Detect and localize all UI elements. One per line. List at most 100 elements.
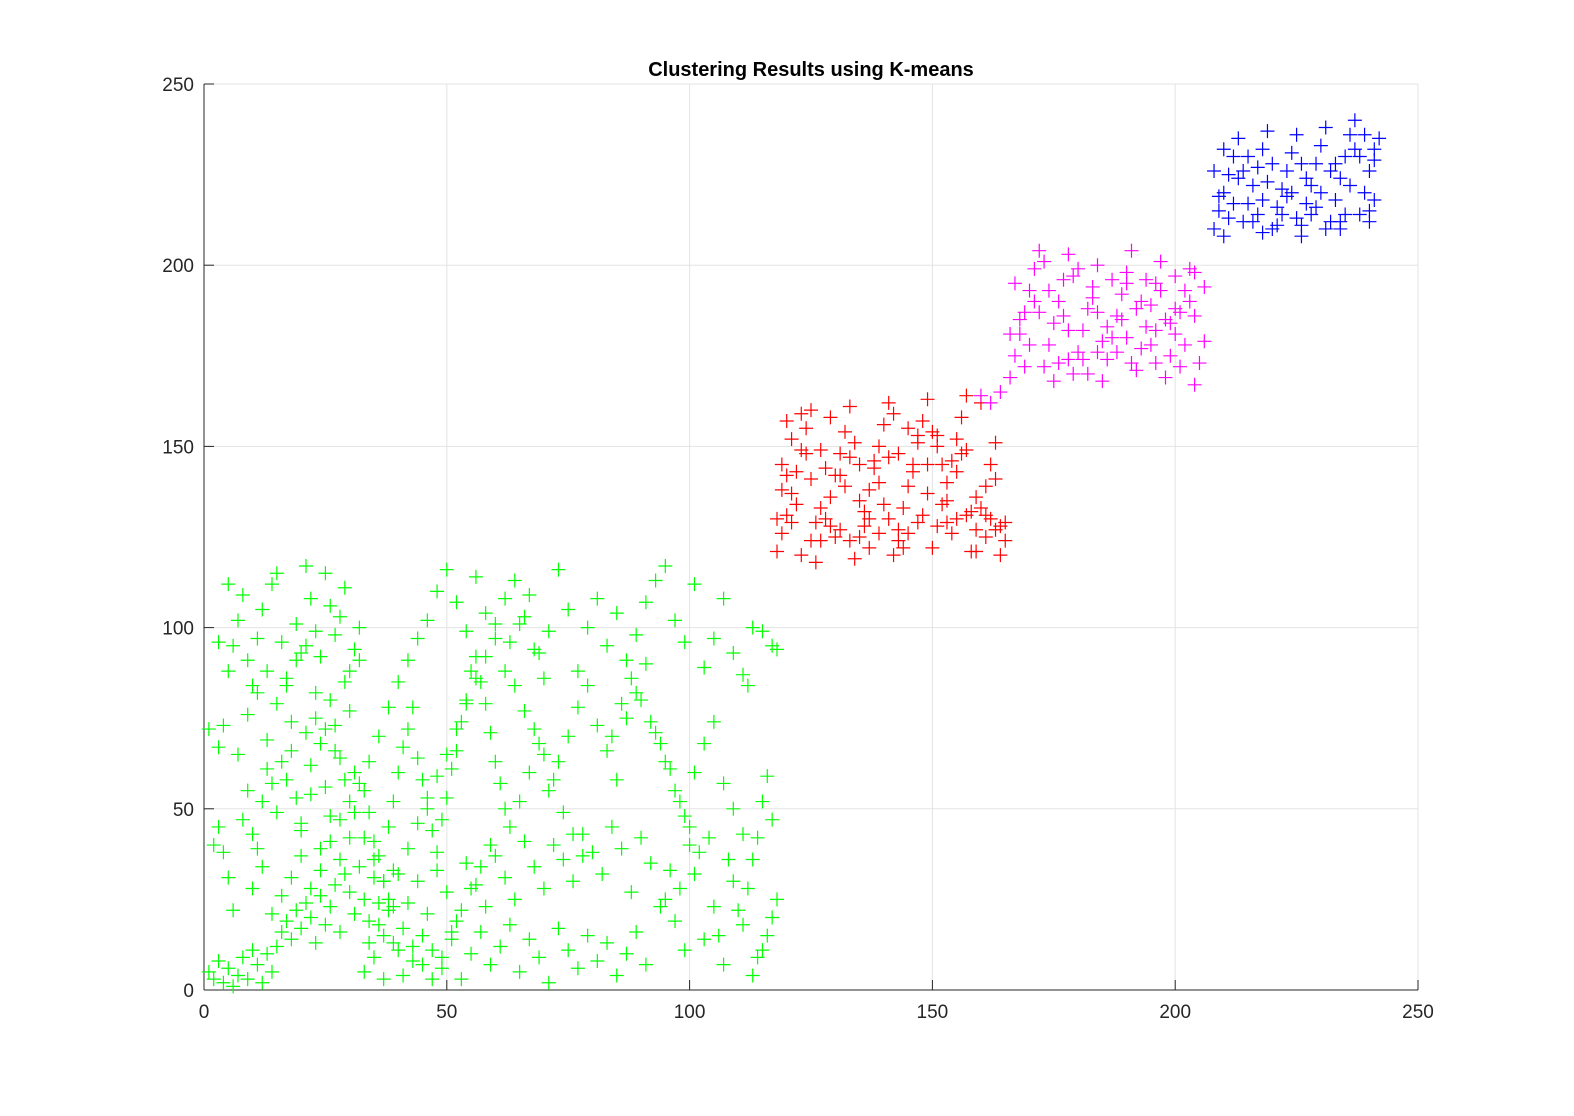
data-point [415,928,430,943]
data-point [896,540,911,555]
data-point [206,972,221,987]
data-point [318,722,333,737]
data-point [1260,174,1275,189]
data-point [1012,312,1027,327]
data-point [318,917,333,932]
data-point [493,939,508,954]
data-point [1071,345,1086,360]
data-point [1343,127,1358,142]
data-point [434,812,449,827]
chart-title: Clustering Results using K-means [648,59,974,81]
data-point [260,946,275,961]
data-point [1245,214,1260,229]
data-points [201,113,1387,994]
data-point [789,497,804,512]
data-point [677,635,692,650]
data-point [886,406,901,421]
data-point [337,772,352,787]
data-point [1250,207,1265,222]
data-point [745,968,760,983]
data-point [1139,272,1154,287]
data-point [1216,229,1231,244]
data-point [881,511,896,526]
data-point [1134,294,1149,309]
data-point [454,714,469,729]
data-point [546,838,561,853]
data-point [1143,337,1158,352]
data-point [1090,258,1105,273]
data-point [629,925,644,940]
data-point [230,968,245,983]
y-tick-label: 50 [173,800,194,821]
data-point [1260,124,1275,139]
data-point [808,515,823,530]
data-point [551,921,566,936]
data-point [240,972,255,987]
data-point [609,606,624,621]
data-point [614,696,629,711]
data-point [264,964,279,979]
data-point [332,852,347,867]
data-point [828,530,843,544]
data-point [1032,305,1047,320]
data-point [624,885,639,900]
data-point [400,896,415,911]
data-point [430,863,445,878]
data-point [308,711,323,726]
data-point [498,801,513,816]
data-point [391,943,406,958]
data-point [303,787,318,802]
data-point [765,910,780,925]
data-point [784,515,799,530]
x-tick-label: 250 [1402,1002,1434,1023]
data-point [818,511,833,526]
data-point [459,696,474,711]
data-point [488,631,503,646]
data-point [964,504,979,519]
data-point [663,863,678,878]
data-point [289,653,304,668]
data-point [303,881,318,896]
data-point [677,943,692,958]
data-point [352,859,367,874]
data-point [527,642,542,657]
data-point [235,587,250,602]
data-point [1362,163,1377,178]
y-tick-label: 150 [162,437,194,458]
data-point [507,678,522,693]
data-point [745,852,760,867]
data-point [1090,345,1105,360]
data-point [1265,156,1280,171]
data-point [1100,319,1115,334]
data-point [289,616,304,631]
data-point [1143,298,1158,313]
data-point [1289,211,1304,226]
data-point [973,388,988,403]
data-point [279,671,294,686]
data-point [604,819,619,834]
data-point [580,678,595,693]
data-point [1338,149,1353,164]
data-point [915,414,930,429]
data-point [527,722,542,737]
data-point [216,845,231,860]
data-point [303,591,318,606]
data-point [915,508,930,523]
data-point [1352,207,1367,222]
cluster-3 [973,243,1212,410]
data-point [347,642,362,657]
data-point [294,645,309,660]
data-point [706,714,721,729]
data-point [658,892,673,907]
data-point [561,729,576,744]
data-point [362,914,377,929]
data-point [998,533,1013,548]
data-point [313,649,328,664]
data-point [1109,345,1124,360]
data-point [478,696,493,711]
data-point [449,722,464,737]
data-point [439,747,454,762]
data-point [609,968,624,983]
data-point [852,457,867,472]
data-point [541,624,556,639]
